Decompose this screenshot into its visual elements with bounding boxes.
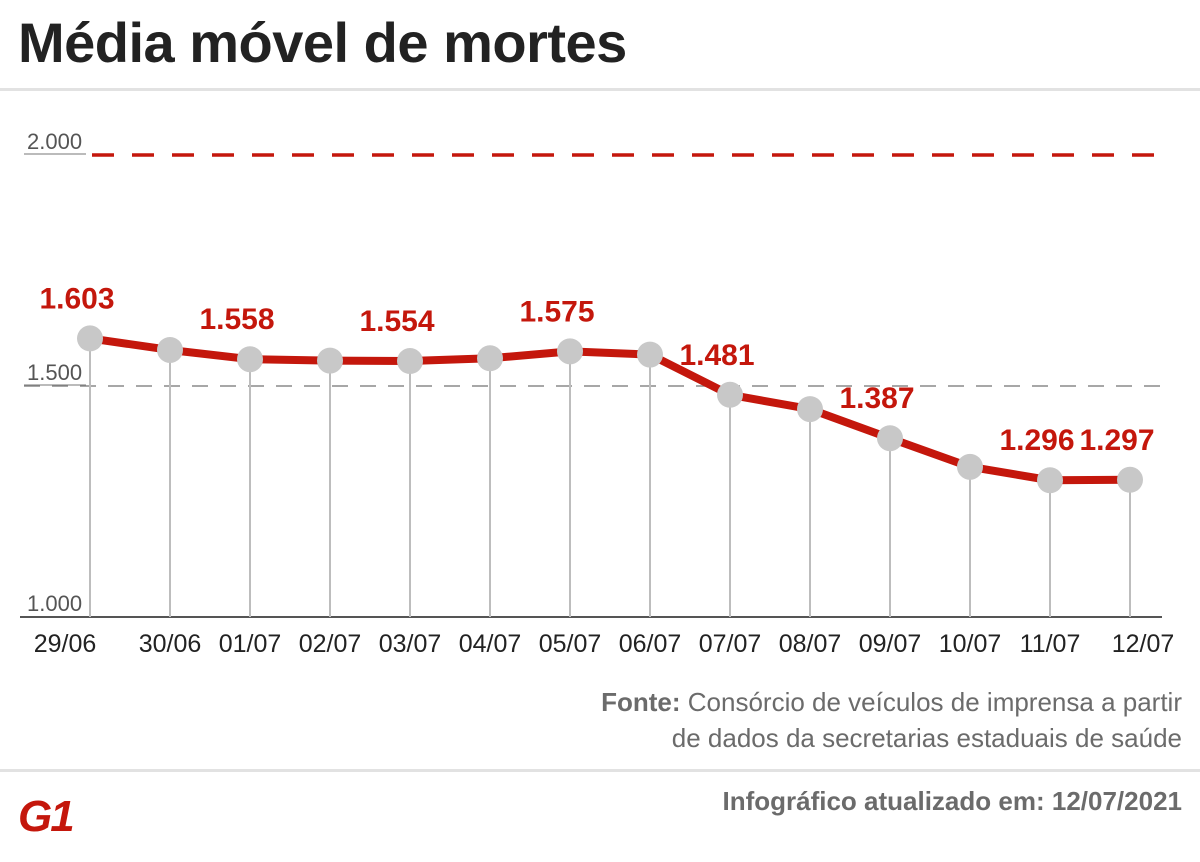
data-point-2 [237, 346, 263, 373]
x-tick-label-4: 03/07 [379, 630, 442, 658]
source-line-2: de dados da secretarias estaduais de saú… [671, 723, 1182, 753]
data-point-1 [157, 336, 183, 363]
data-point-0 [77, 325, 103, 352]
x-tick-label-13: 12/07 [1112, 630, 1175, 658]
x-tick-label-1: 30/06 [139, 630, 202, 658]
data-label-2: 1.558 [199, 303, 274, 336]
data-label-13: 1.297 [1079, 424, 1154, 457]
y-tick-label-0: 1.000 [27, 591, 82, 616]
data-label-12: 1.296 [999, 424, 1074, 457]
data-label-4: 1.554 [359, 305, 434, 338]
y-tick-label-2: 2.000 [27, 129, 82, 154]
x-tick-label-10: 09/07 [859, 630, 922, 658]
data-point-4 [397, 348, 423, 375]
data-point-7 [637, 341, 663, 368]
x-tick-label-2: 01/07 [219, 630, 282, 658]
chart-title: Média móvel de mortes [18, 11, 627, 74]
data-point-6 [557, 338, 583, 365]
data-label-8: 1.481 [679, 339, 754, 372]
top-divider [0, 88, 1200, 91]
data-point-12 [1037, 467, 1063, 494]
series-line [86, 334, 1134, 485]
x-tick-label-0: 29/06 [34, 630, 97, 658]
x-tick-label-11: 10/07 [939, 630, 1002, 658]
x-tick-label-7: 06/07 [619, 630, 682, 658]
x-tick-label-12: 11/07 [1020, 630, 1081, 658]
data-point-9 [797, 396, 823, 423]
x-tick-label-5: 04/07 [459, 630, 522, 658]
g1-logo: G1 [18, 792, 75, 841]
updated-label: Infográfico atualizado em: [722, 786, 1045, 816]
updated-note: Infográfico atualizado em: 12/07/2021 [722, 786, 1182, 817]
data-point-3 [317, 347, 343, 374]
data-label-0: 1.603 [39, 282, 114, 315]
x-tick-label-9: 08/07 [779, 630, 842, 658]
data-point-13 [1117, 466, 1143, 493]
source-prefix: Fonte: [601, 687, 681, 717]
data-point-11 [957, 453, 983, 480]
data-point-8 [717, 381, 743, 408]
x-tick-label-3: 02/07 [299, 630, 362, 658]
data-label-6: 1.575 [519, 295, 594, 328]
source-note: Fonte: Consórcio de veículos de imprensa… [382, 684, 1182, 756]
x-tick-label-6: 05/07 [539, 630, 602, 658]
line-chart: 1.000 1.500 2.000 1.603 1.558 1.554 1.575 1.481… [20, 129, 1175, 658]
data-point-5 [477, 345, 503, 372]
data-point-10 [877, 425, 903, 452]
updated-date: 12/07/2021 [1051, 786, 1182, 816]
y-tick-label-1: 1.500 [27, 360, 82, 385]
bottom-divider [0, 769, 1200, 772]
source-line-1: Consórcio de veículos de imprensa a part… [687, 687, 1182, 717]
x-tick-label-8: 07/07 [699, 630, 762, 658]
data-label-10: 1.387 [839, 382, 914, 415]
